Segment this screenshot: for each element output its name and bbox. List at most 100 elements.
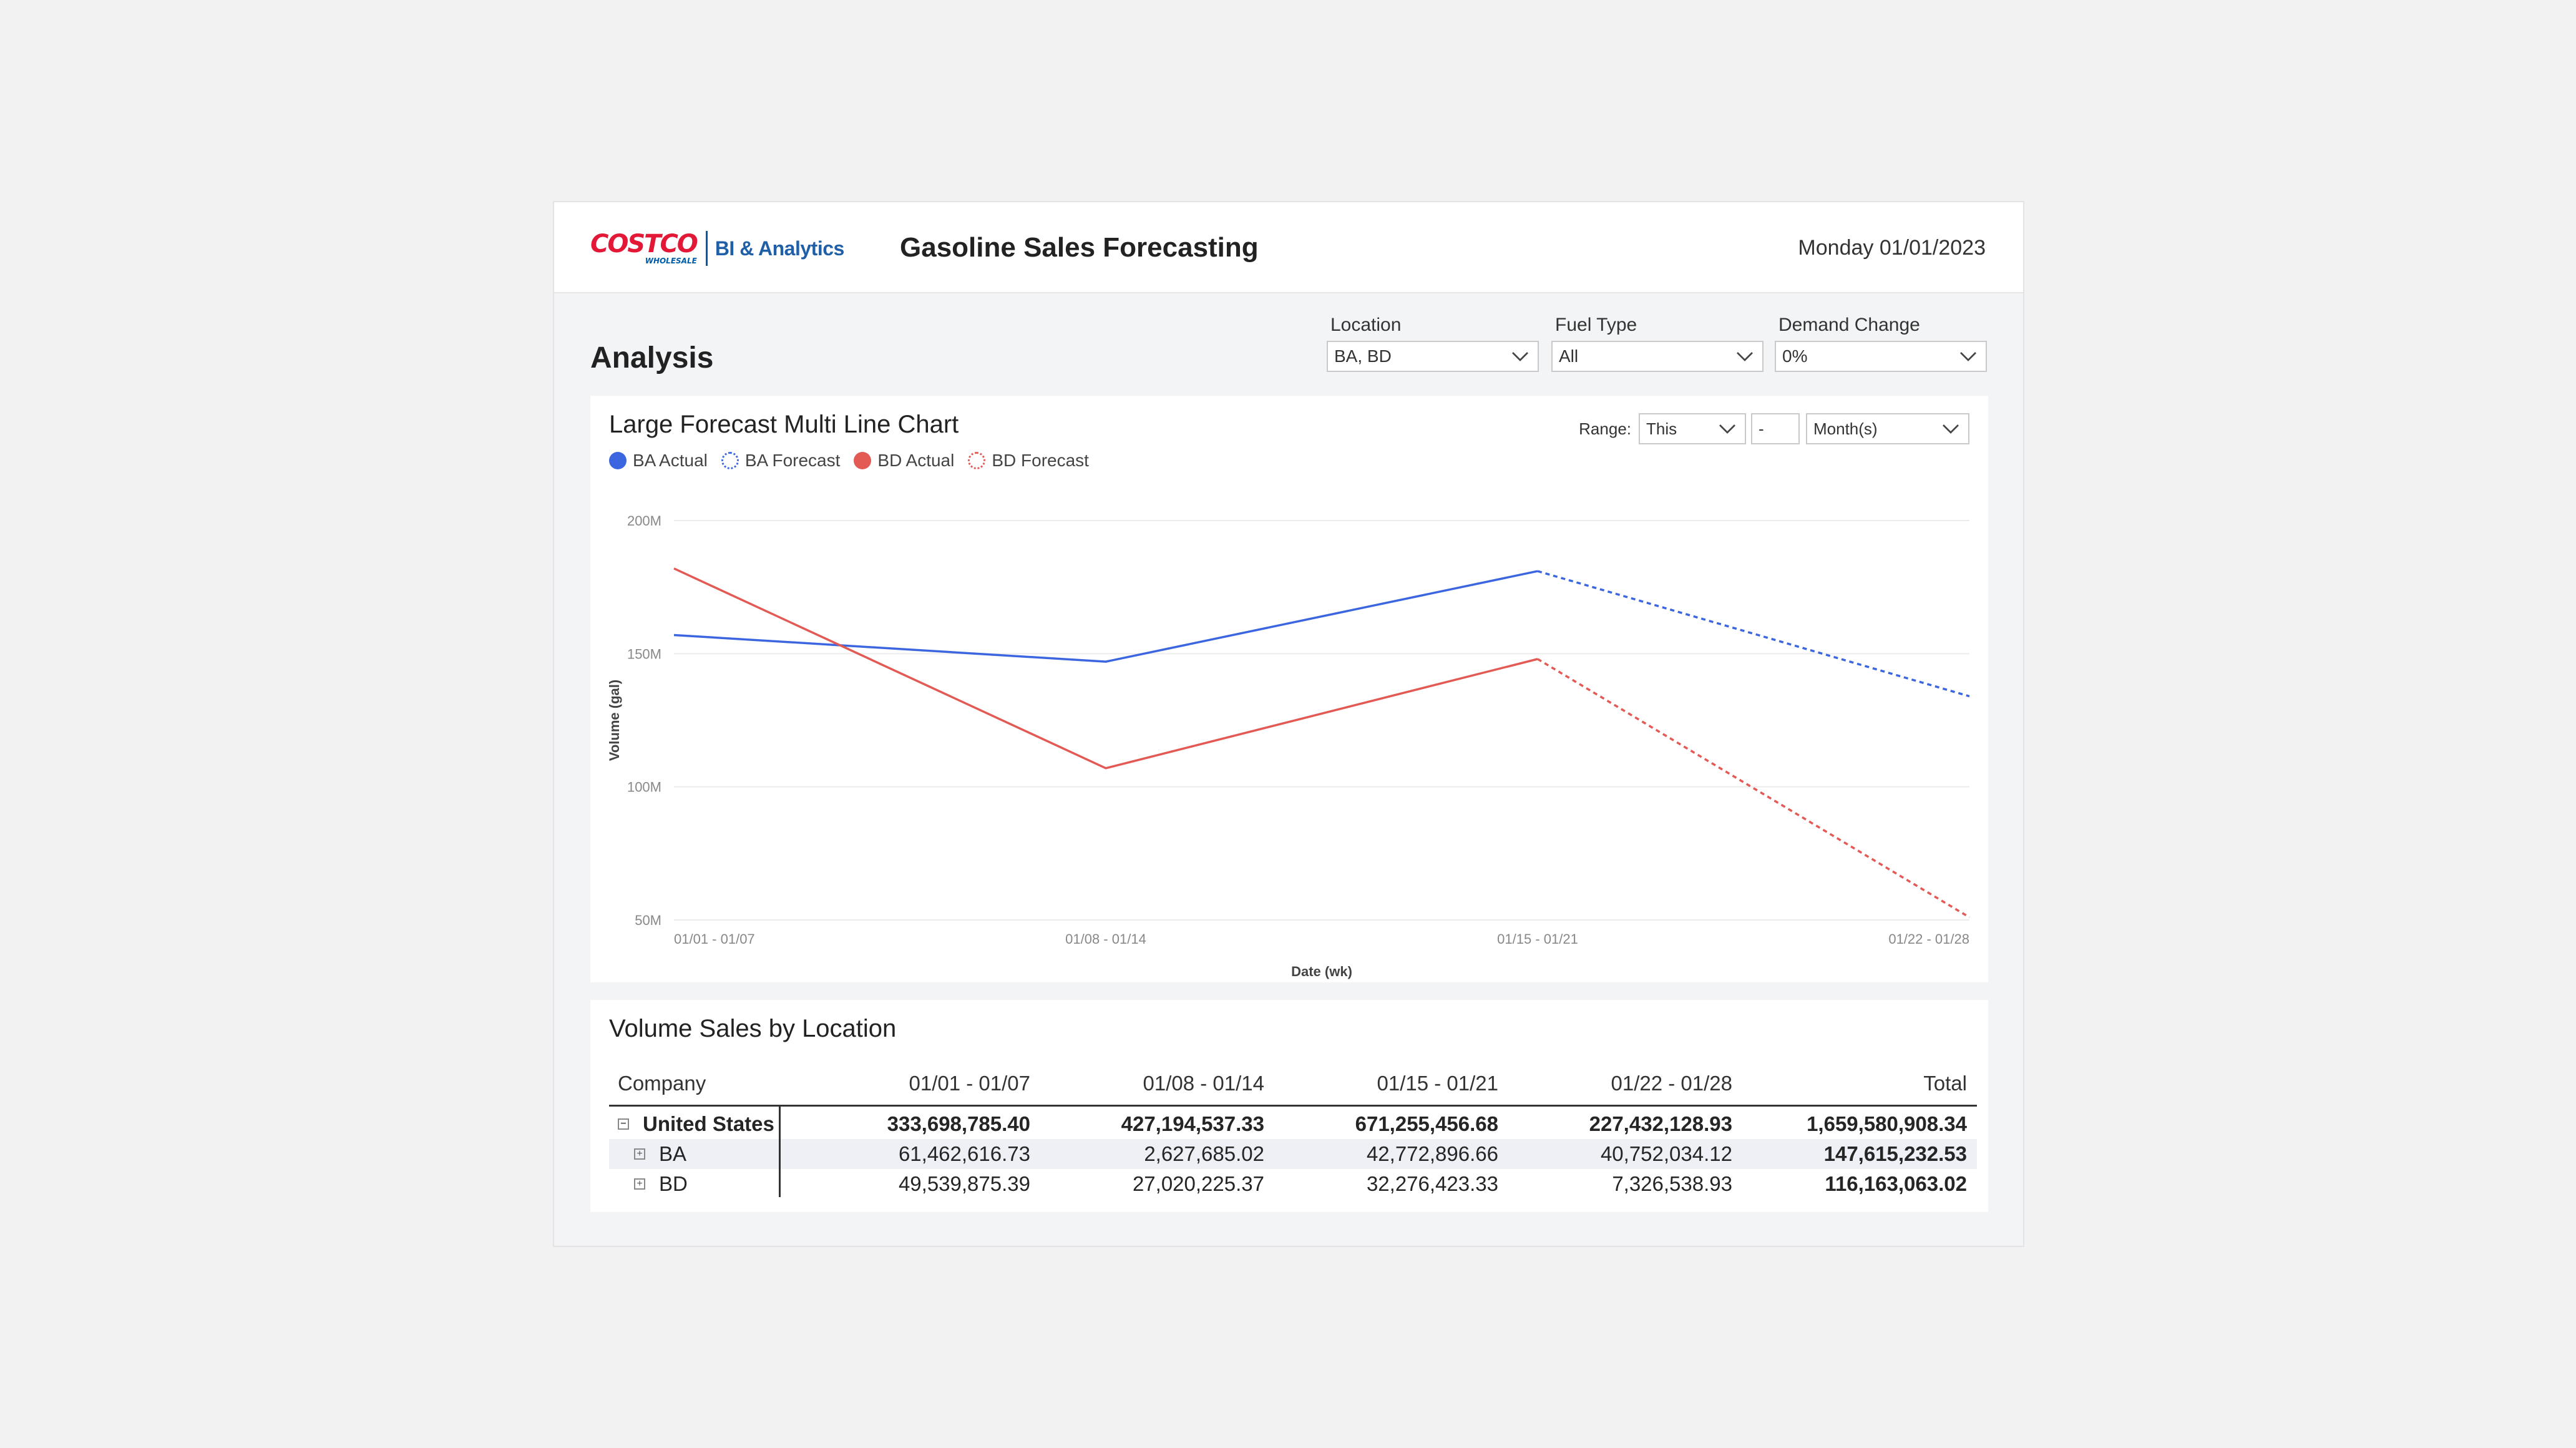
fuel-type-select-value: All [1559,346,1579,366]
expand-icon[interactable]: + [634,1178,645,1190]
table-header-row: Company 01/01 - 01/07 01/08 - 01/14 01/1… [609,1062,1977,1107]
header-date: Monday 01/01/2023 [1798,236,1986,260]
x-tick-label: 01/22 - 01/28 [1888,931,1969,947]
column-header[interactable]: 01/22 - 01/28 [1611,1072,1733,1095]
legend-label: BD Actual [877,451,955,470]
row-label-text: BA [659,1142,687,1165]
logo-suffix: BI & Analytics [715,237,844,260]
table-row[interactable]: + BD 49,539,875.39 27,020,225.37 32,276,423.… [609,1169,1977,1199]
range-label: Range: [1579,419,1631,438]
legend-bd-forecast[interactable]: BD Forecast [968,451,1089,471]
value-cell: 7,326,538.93 [1612,1172,1732,1195]
legend-swatch [968,452,986,469]
location-filter: Location BA, BD [1327,315,1539,372]
legend-swatch [721,452,739,469]
range-controls: Range: This - Month(s) [1579,413,1969,444]
legend-bd-actual[interactable]: BD Actual [854,451,954,471]
location-select-value: BA, BD [1334,346,1392,366]
value-cell: 42,772,896.66 [1366,1142,1498,1165]
column-header[interactable]: 01/08 - 01/14 [1143,1072,1265,1095]
row-label: + BD [609,1172,796,1196]
location-filter-label: Location [1330,315,1402,335]
range-period-select[interactable]: This [1639,413,1746,444]
logo-divider [705,231,708,266]
legend-ba-actual[interactable]: BA Actual [609,451,708,471]
range-unit-select[interactable]: Month(s) [1806,413,1969,444]
row-label-text: BD [659,1172,688,1195]
location-select[interactable]: BA, BD [1327,341,1539,372]
section-title: Analysis [590,341,714,374]
row-header-divider [779,1105,781,1197]
logo-word: COSTCO [590,230,698,258]
x-tick-label: 01/01 - 01/07 [674,931,755,947]
series-line-ba-forecast [1537,570,1970,698]
demand-change-select[interactable]: 0% [1775,341,1987,372]
value-cell: 227,432,128.93 [1589,1112,1732,1135]
legend-label: BA Forecast [744,451,841,470]
fuel-type-filter-label: Fuel Type [1555,315,1637,335]
x-tick-label: 01/08 - 01/14 [1065,931,1146,947]
volume-table: Company 01/01 - 01/07 01/08 - 01/14 01/1… [609,1062,1977,1199]
series-line-bd-actual [673,567,1538,770]
column-header[interactable]: Company [618,1072,706,1095]
range-number-input[interactable]: - [1751,413,1800,444]
row-label: − United States [609,1112,796,1136]
table-title: Volume Sales by Location [609,1015,897,1042]
fuel-type-filter: Fuel Type All [1551,315,1764,372]
legend-swatch [609,452,627,469]
range-unit-value: Month(s) [1813,419,1878,438]
app-header: COSTCO WHOLESALE BI & Analytics Gasoline… [554,202,2023,293]
total-cell: 116,163,063.02 [1825,1172,1967,1195]
y-tick-label: 50M [635,912,661,928]
row-label: + BA [609,1142,796,1166]
value-cell: 32,276,423.33 [1366,1172,1498,1195]
y-tick-label: 100M [627,780,661,795]
value-cell: 671,255,456.68 [1355,1112,1498,1135]
column-header[interactable]: 01/01 - 01/07 [909,1072,1031,1095]
row-label-text: United States [643,1112,774,1135]
logo-sub: WHOLESALE [645,257,697,265]
fuel-type-select[interactable]: All [1551,341,1764,372]
demand-change-filter-label: Demand Change [1778,315,1920,335]
value-cell: 333,698,785.40 [887,1112,1030,1135]
table-card: Volume Sales by Location Company 01/01 -… [590,1000,1988,1212]
chart-title: Large Forecast Multi Line Chart [609,411,959,438]
dashboard-frame: COSTCO WHOLESALE BI & Analytics Gasoline… [553,201,2024,1247]
demand-change-select-value: 0% [1782,346,1808,366]
column-header[interactable]: Total [1923,1072,1967,1095]
value-cell: 40,752,034.12 [1600,1142,1732,1165]
table-row[interactable]: + BA 61,462,616.73 2,627,685.02 42,772,896.6… [609,1139,1977,1169]
chevron-down-icon [1960,352,1976,361]
chevron-down-icon [1943,424,1959,434]
chart-card: Large Forecast Multi Line Chart BA Actua… [590,396,1988,982]
value-cell: 27,020,225.37 [1132,1172,1264,1195]
value-cell: 49,539,875.39 [898,1172,1030,1195]
legend-label: BD Forecast [992,451,1089,470]
value-cell: 61,462,616.73 [898,1142,1030,1165]
costco-logo[interactable]: COSTCO WHOLESALE BI & Analytics [590,230,844,267]
collapse-icon[interactable]: − [618,1118,629,1130]
range-number-value: - [1759,419,1764,438]
app-title: Gasoline Sales Forecasting [900,232,1259,263]
expand-icon[interactable]: + [634,1148,645,1160]
value-cell: 427,194,537.33 [1121,1112,1264,1135]
series-line-ba-actual [673,570,1538,663]
chevron-down-icon [1737,352,1753,361]
costco-wordmark: COSTCO WHOLESALE [590,230,698,265]
chevron-down-icon [1512,352,1528,361]
table-row[interactable]: − United States 333,698,785.40 427,194,537.… [609,1109,1977,1139]
range-period-value: This [1646,419,1677,438]
line-chart: 50M 100M 150M 200M 01/01 - 01/07 01/08 - 01/1… [607,513,1970,979]
legend-ba-forecast[interactable]: BA Forecast [721,451,841,471]
total-cell: 147,615,232.53 [1823,1142,1967,1165]
demand-change-filter: Demand Change 0% [1775,315,1987,372]
legend-label: BA Actual [633,451,708,470]
total-cell: 1,659,580,908.34 [1807,1112,1967,1135]
chart-legend: BA Actual BA Forecast BD Actual BD Forec… [609,451,1103,471]
series-line-bd-forecast [1537,658,1970,919]
chevron-down-icon [1719,424,1735,434]
table-body: − United States 333,698,785.40 427,194,537.… [609,1109,1977,1199]
y-tick-label: 200M [627,513,661,529]
x-axis-title: Date (wk) [1291,964,1352,979]
column-header[interactable]: 01/15 - 01/21 [1377,1072,1499,1095]
